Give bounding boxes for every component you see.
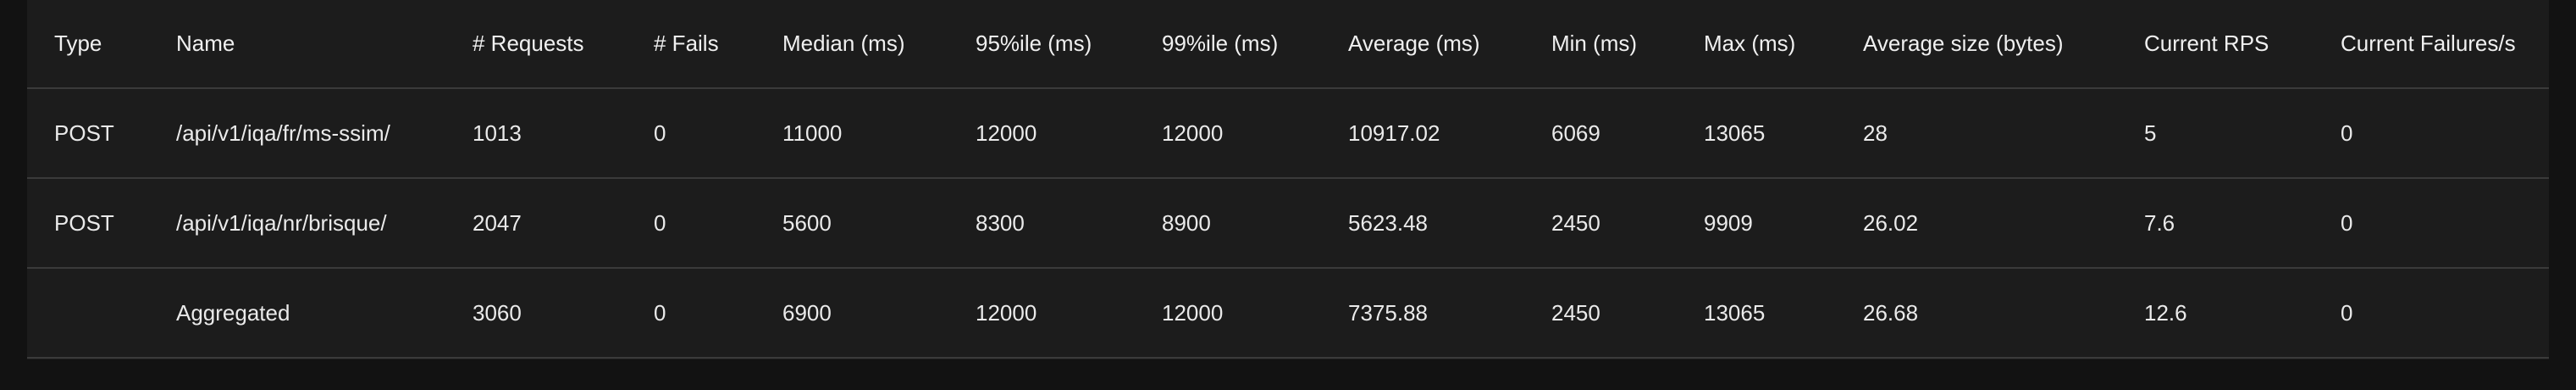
- header-average[interactable]: Average (ms): [1348, 31, 1480, 56]
- header-min[interactable]: Min (ms): [1551, 31, 1638, 56]
- cell-median: 6900: [782, 299, 832, 326]
- cell-requests: 2047: [473, 209, 522, 236]
- cell-type: POST: [54, 209, 114, 236]
- cell-median: 11000: [782, 120, 843, 146]
- cell-95ile: 8300: [976, 209, 1025, 236]
- cell-average-size: 26.02: [1863, 209, 1919, 236]
- cell-min: 2450: [1551, 299, 1600, 326]
- cell-fails: 0: [654, 299, 666, 326]
- cell-fails: 0: [654, 120, 666, 146]
- header-requests[interactable]: # Requests: [473, 31, 584, 56]
- cell-max: 9909: [1704, 209, 1753, 236]
- cell-95ile: 12000: [976, 299, 1037, 326]
- cell-requests: 1013: [473, 120, 522, 146]
- header-95ile[interactable]: 95%ile (ms): [976, 31, 1092, 56]
- cell-name: Aggregated: [176, 299, 290, 326]
- cell-max: 13065: [1704, 120, 1766, 146]
- cell-current-rps: 12.6: [2144, 299, 2187, 326]
- cell-min: 2450: [1551, 209, 1600, 236]
- header-current-failures[interactable]: Current Failures/s: [2341, 31, 2516, 56]
- cell-average: 10917.02: [1348, 120, 1440, 146]
- stats-table-panel: Type Name # Requests # Fails Median (ms)…: [27, 0, 2549, 359]
- header-max[interactable]: Max (ms): [1704, 31, 1796, 56]
- cell-median: 5600: [782, 209, 832, 236]
- cell-current-failures: 0: [2341, 120, 2353, 146]
- cell-name: /api/v1/iqa/nr/brisque/: [176, 209, 387, 236]
- cell-average-size: 28: [1863, 120, 1888, 146]
- cell-max: 13065: [1704, 299, 1766, 326]
- cell-requests: 3060: [473, 299, 522, 326]
- table-header-row: Type Name # Requests # Fails Median (ms)…: [27, 0, 2549, 88]
- cell-average: 7375.88: [1348, 299, 1428, 326]
- stats-table: Type Name # Requests # Fails Median (ms)…: [27, 0, 2549, 359]
- cell-99ile: 12000: [1162, 299, 1224, 326]
- cell-99ile: 8900: [1162, 209, 1211, 236]
- cell-95ile: 12000: [976, 120, 1037, 146]
- header-name[interactable]: Name: [176, 31, 235, 56]
- header-current-rps[interactable]: Current RPS: [2144, 31, 2269, 56]
- cell-type: POST: [54, 120, 114, 146]
- cell-min: 6069: [1551, 120, 1600, 146]
- cell-type: [27, 268, 149, 358]
- header-average-size[interactable]: Average size (bytes): [1863, 31, 2064, 56]
- cell-fails: 0: [654, 209, 666, 236]
- table-row: POST /api/v1/iqa/nr/brisque/ 2047 0 5600…: [27, 178, 2549, 268]
- cell-current-rps: 7.6: [2144, 209, 2175, 236]
- cell-average: 5623.48: [1348, 209, 1428, 236]
- cell-name: /api/v1/iqa/fr/ms-ssim/: [176, 120, 390, 146]
- header-median[interactable]: Median (ms): [782, 31, 905, 56]
- table-row-aggregated: Aggregated 3060 0 6900 12000 12000 7375.…: [27, 268, 2549, 358]
- cell-current-failures: 0: [2341, 299, 2353, 326]
- cell-current-failures: 0: [2341, 209, 2353, 236]
- cell-99ile: 12000: [1162, 120, 1224, 146]
- cell-current-rps: 5: [2144, 120, 2157, 146]
- cell-average-size: 26.68: [1863, 299, 1919, 326]
- header-99ile[interactable]: 99%ile (ms): [1162, 31, 1279, 56]
- header-type[interactable]: Type: [54, 31, 102, 56]
- table-row: POST /api/v1/iqa/fr/ms-ssim/ 1013 0 1100…: [27, 88, 2549, 178]
- header-fails[interactable]: # Fails: [654, 31, 719, 56]
